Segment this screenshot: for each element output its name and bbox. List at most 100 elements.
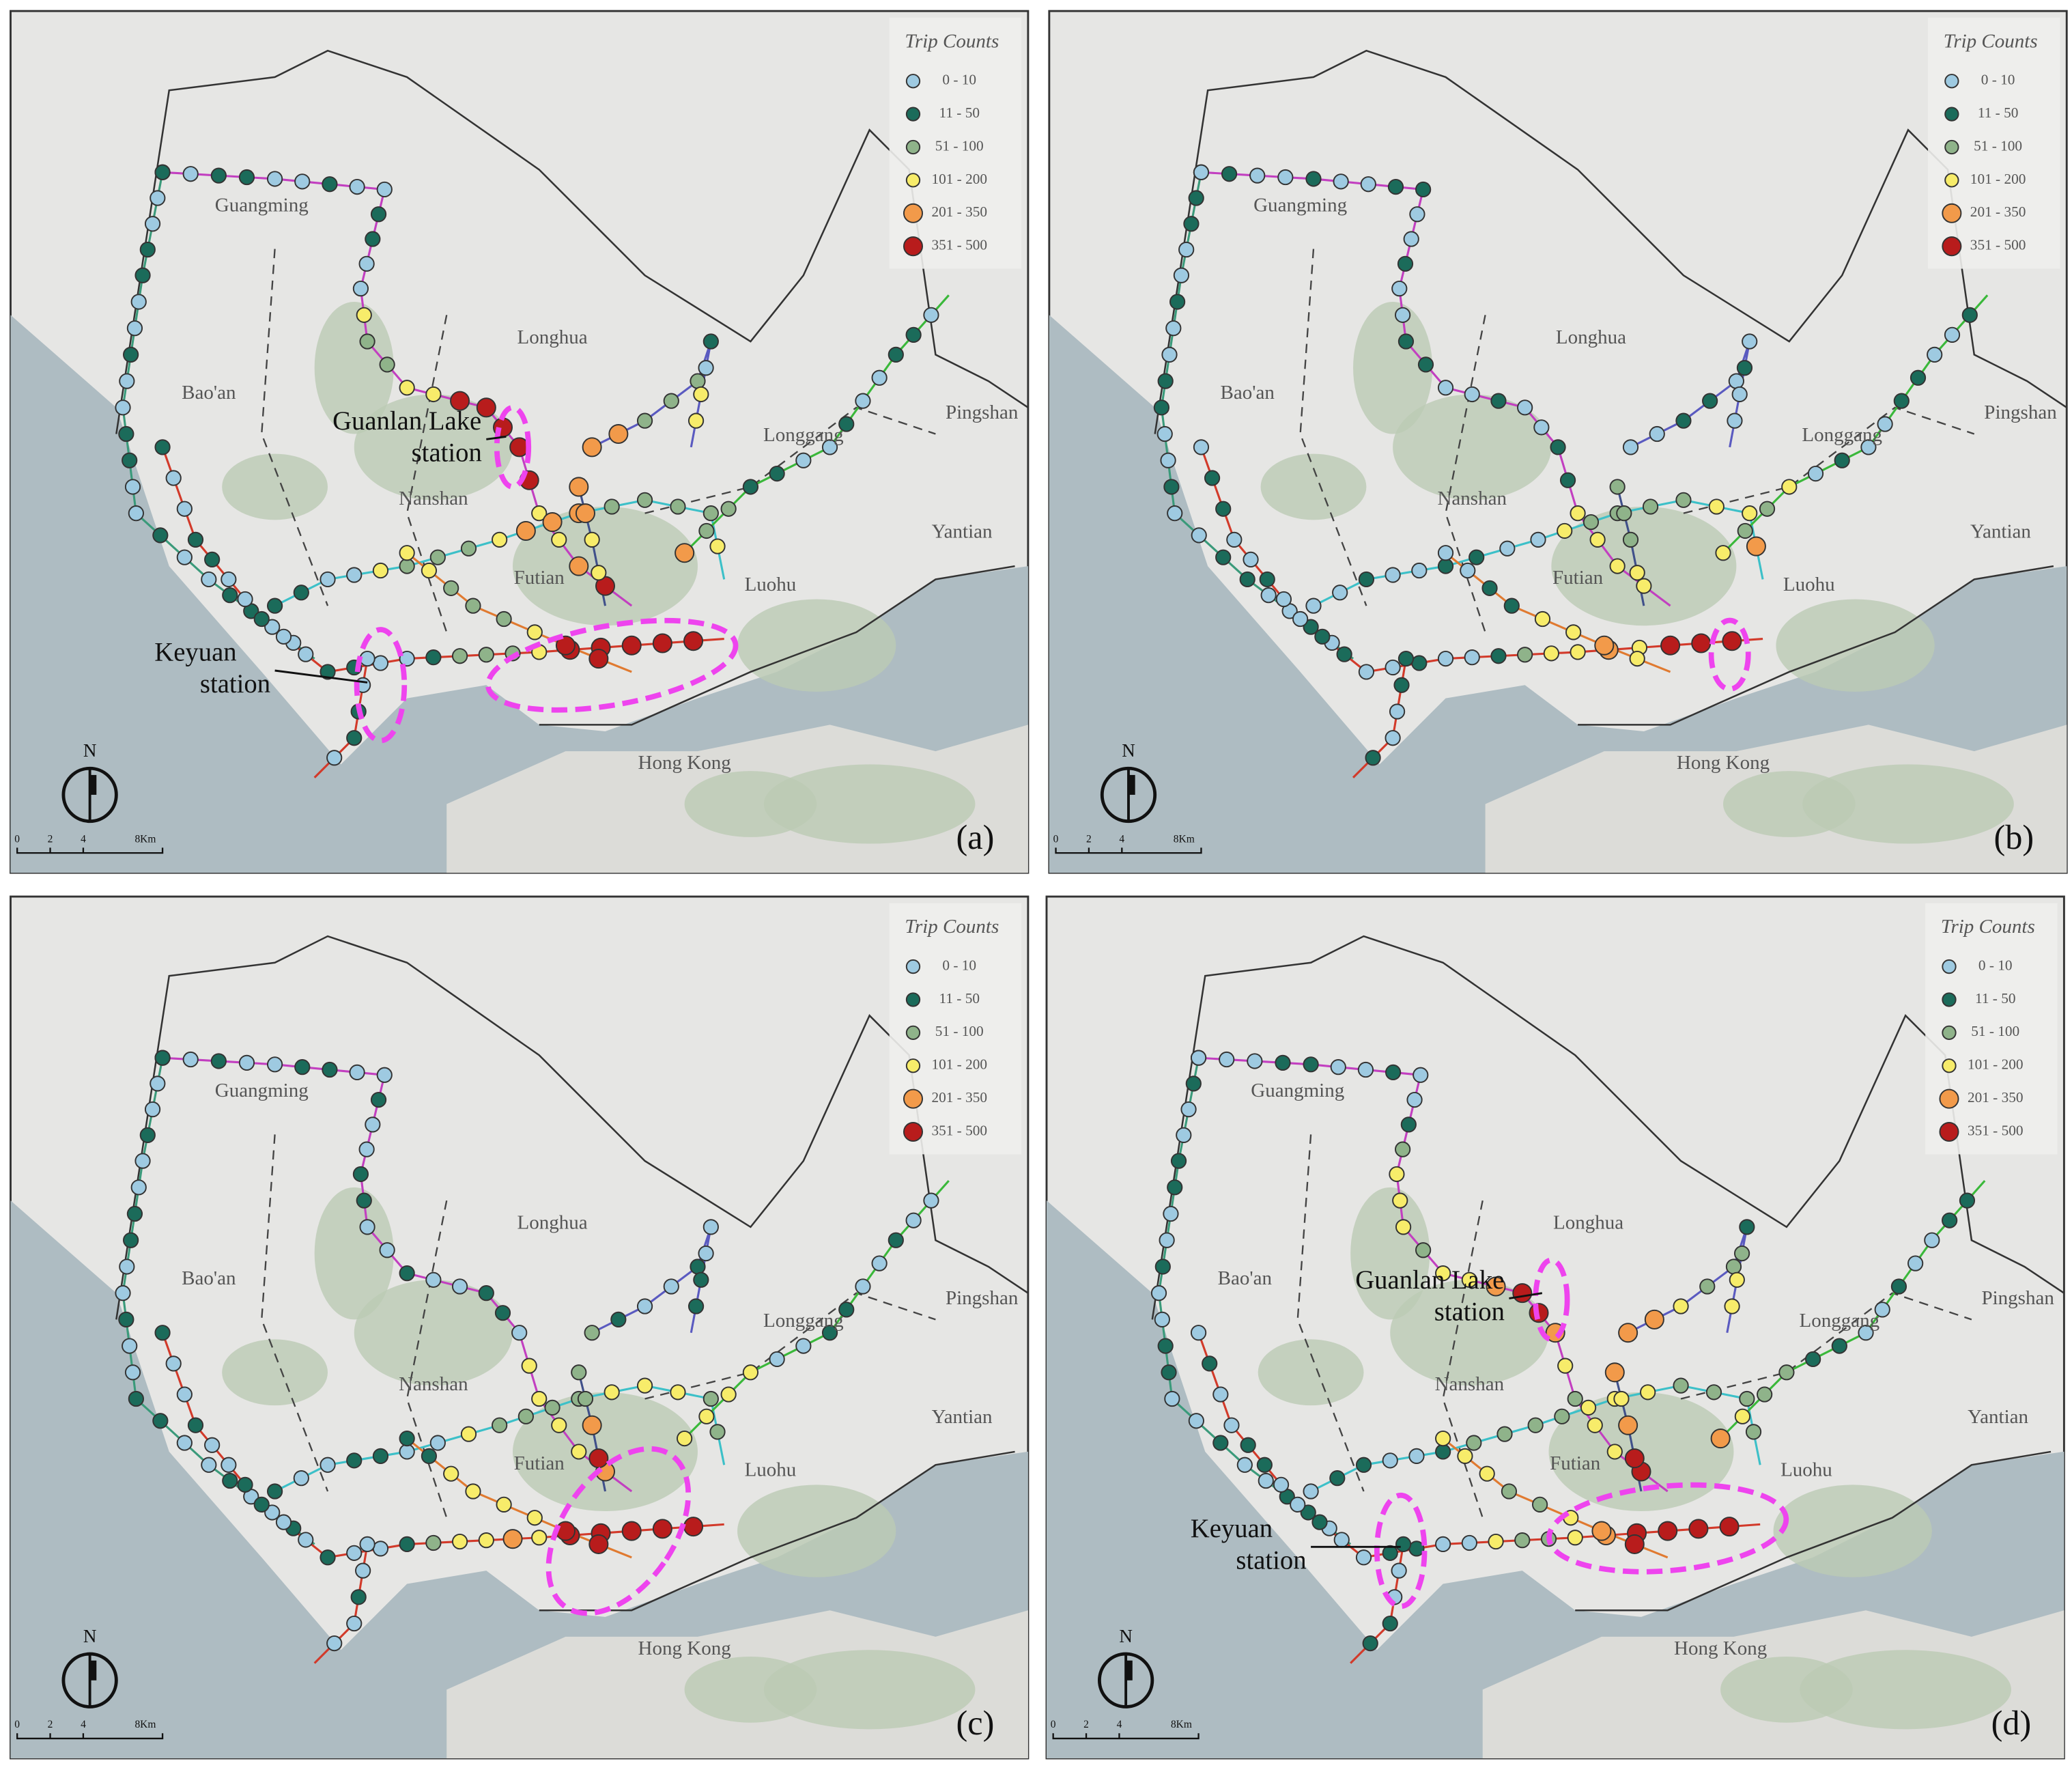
station <box>1397 255 1414 272</box>
station <box>1622 439 1639 455</box>
station <box>838 416 855 432</box>
legend-label: 201 - 350 <box>931 203 987 220</box>
station <box>610 1311 627 1327</box>
station <box>294 1059 311 1075</box>
station <box>1565 624 1582 641</box>
station <box>690 373 706 389</box>
legend-label: 0 - 10 <box>1978 957 2013 973</box>
station <box>379 1242 395 1258</box>
station <box>1464 386 1480 403</box>
legend-swatch <box>905 1058 921 1073</box>
legend-title: Trip Counts <box>1941 916 2035 938</box>
station <box>1490 393 1507 409</box>
station <box>176 549 193 565</box>
station <box>521 1358 537 1374</box>
station <box>923 307 939 323</box>
station <box>154 1325 171 1341</box>
district-label: Bao'an <box>1221 382 1275 404</box>
station <box>1190 1050 1207 1066</box>
station <box>1486 1276 1506 1297</box>
legend-swatch <box>903 203 924 223</box>
station <box>1580 1399 1597 1416</box>
station <box>1759 501 1776 517</box>
station <box>1479 1465 1495 1482</box>
district-label: Longhua <box>517 1212 587 1234</box>
scale-label: 2 <box>48 1719 53 1730</box>
station <box>795 452 812 468</box>
station <box>1305 171 1322 187</box>
station <box>1303 619 1319 635</box>
station <box>1710 1429 1731 1449</box>
station <box>126 320 143 337</box>
station <box>1715 545 1731 561</box>
station <box>1642 498 1659 515</box>
station <box>1360 176 1376 193</box>
station <box>1461 1534 1477 1551</box>
station <box>1460 562 1476 579</box>
station <box>1357 1061 1374 1078</box>
station <box>1927 346 1943 363</box>
station <box>1705 1384 1722 1401</box>
station <box>698 360 714 376</box>
station <box>370 206 387 223</box>
legend-swatch <box>1944 139 1959 155</box>
station <box>1437 380 1454 396</box>
station <box>571 1364 587 1381</box>
district-label: Yantian <box>1970 520 2031 542</box>
city-boundary <box>115 49 1029 726</box>
station <box>1385 567 1401 583</box>
station <box>372 655 389 671</box>
station <box>1481 580 1498 596</box>
station <box>1397 333 1415 350</box>
station <box>855 393 871 409</box>
station <box>346 1452 363 1469</box>
station <box>187 1417 204 1433</box>
station <box>1385 659 1401 676</box>
station <box>690 1258 706 1275</box>
station <box>358 1141 375 1157</box>
station <box>1395 307 1411 323</box>
station <box>165 1355 182 1372</box>
station <box>1708 498 1725 515</box>
station <box>154 1050 171 1066</box>
station <box>1400 1116 1417 1133</box>
station <box>1728 373 1744 389</box>
station <box>1640 1384 1656 1401</box>
station <box>1594 635 1615 656</box>
station <box>460 540 477 557</box>
green-area <box>1773 1485 1932 1577</box>
station <box>555 1521 576 1541</box>
station <box>359 333 375 350</box>
station <box>1725 1258 1742 1275</box>
station <box>604 498 620 515</box>
station <box>1190 1325 1207 1341</box>
district-label: Hong Kong <box>638 752 731 774</box>
station <box>1260 587 1277 604</box>
map-panel: Guangming Longhua Bao'an Longgang Pingshan Na… <box>1048 10 2068 874</box>
green-area <box>737 1485 896 1577</box>
station <box>1188 1413 1204 1429</box>
green-area <box>1551 506 1737 626</box>
green-area <box>222 453 328 520</box>
station <box>349 1064 365 1081</box>
station <box>320 664 336 680</box>
station <box>1673 1298 1689 1314</box>
highlight-ellipse <box>1374 1492 1428 1609</box>
legend-label: 201 - 350 <box>931 1089 987 1106</box>
station <box>1382 1545 1398 1561</box>
green-area <box>1390 1280 1549 1386</box>
station <box>1618 1323 1638 1343</box>
station <box>1212 1435 1229 1451</box>
station <box>379 356 395 373</box>
station <box>154 164 171 180</box>
station <box>115 1285 131 1302</box>
station <box>1391 281 1408 297</box>
legend-swatch <box>1944 74 1959 89</box>
station <box>372 562 389 579</box>
station <box>346 1545 363 1561</box>
district-label: Guangming <box>1253 194 1347 216</box>
station <box>150 1075 166 1092</box>
legend-label: 51 - 100 <box>935 1023 984 1039</box>
station <box>237 1476 253 1493</box>
station <box>326 750 343 766</box>
